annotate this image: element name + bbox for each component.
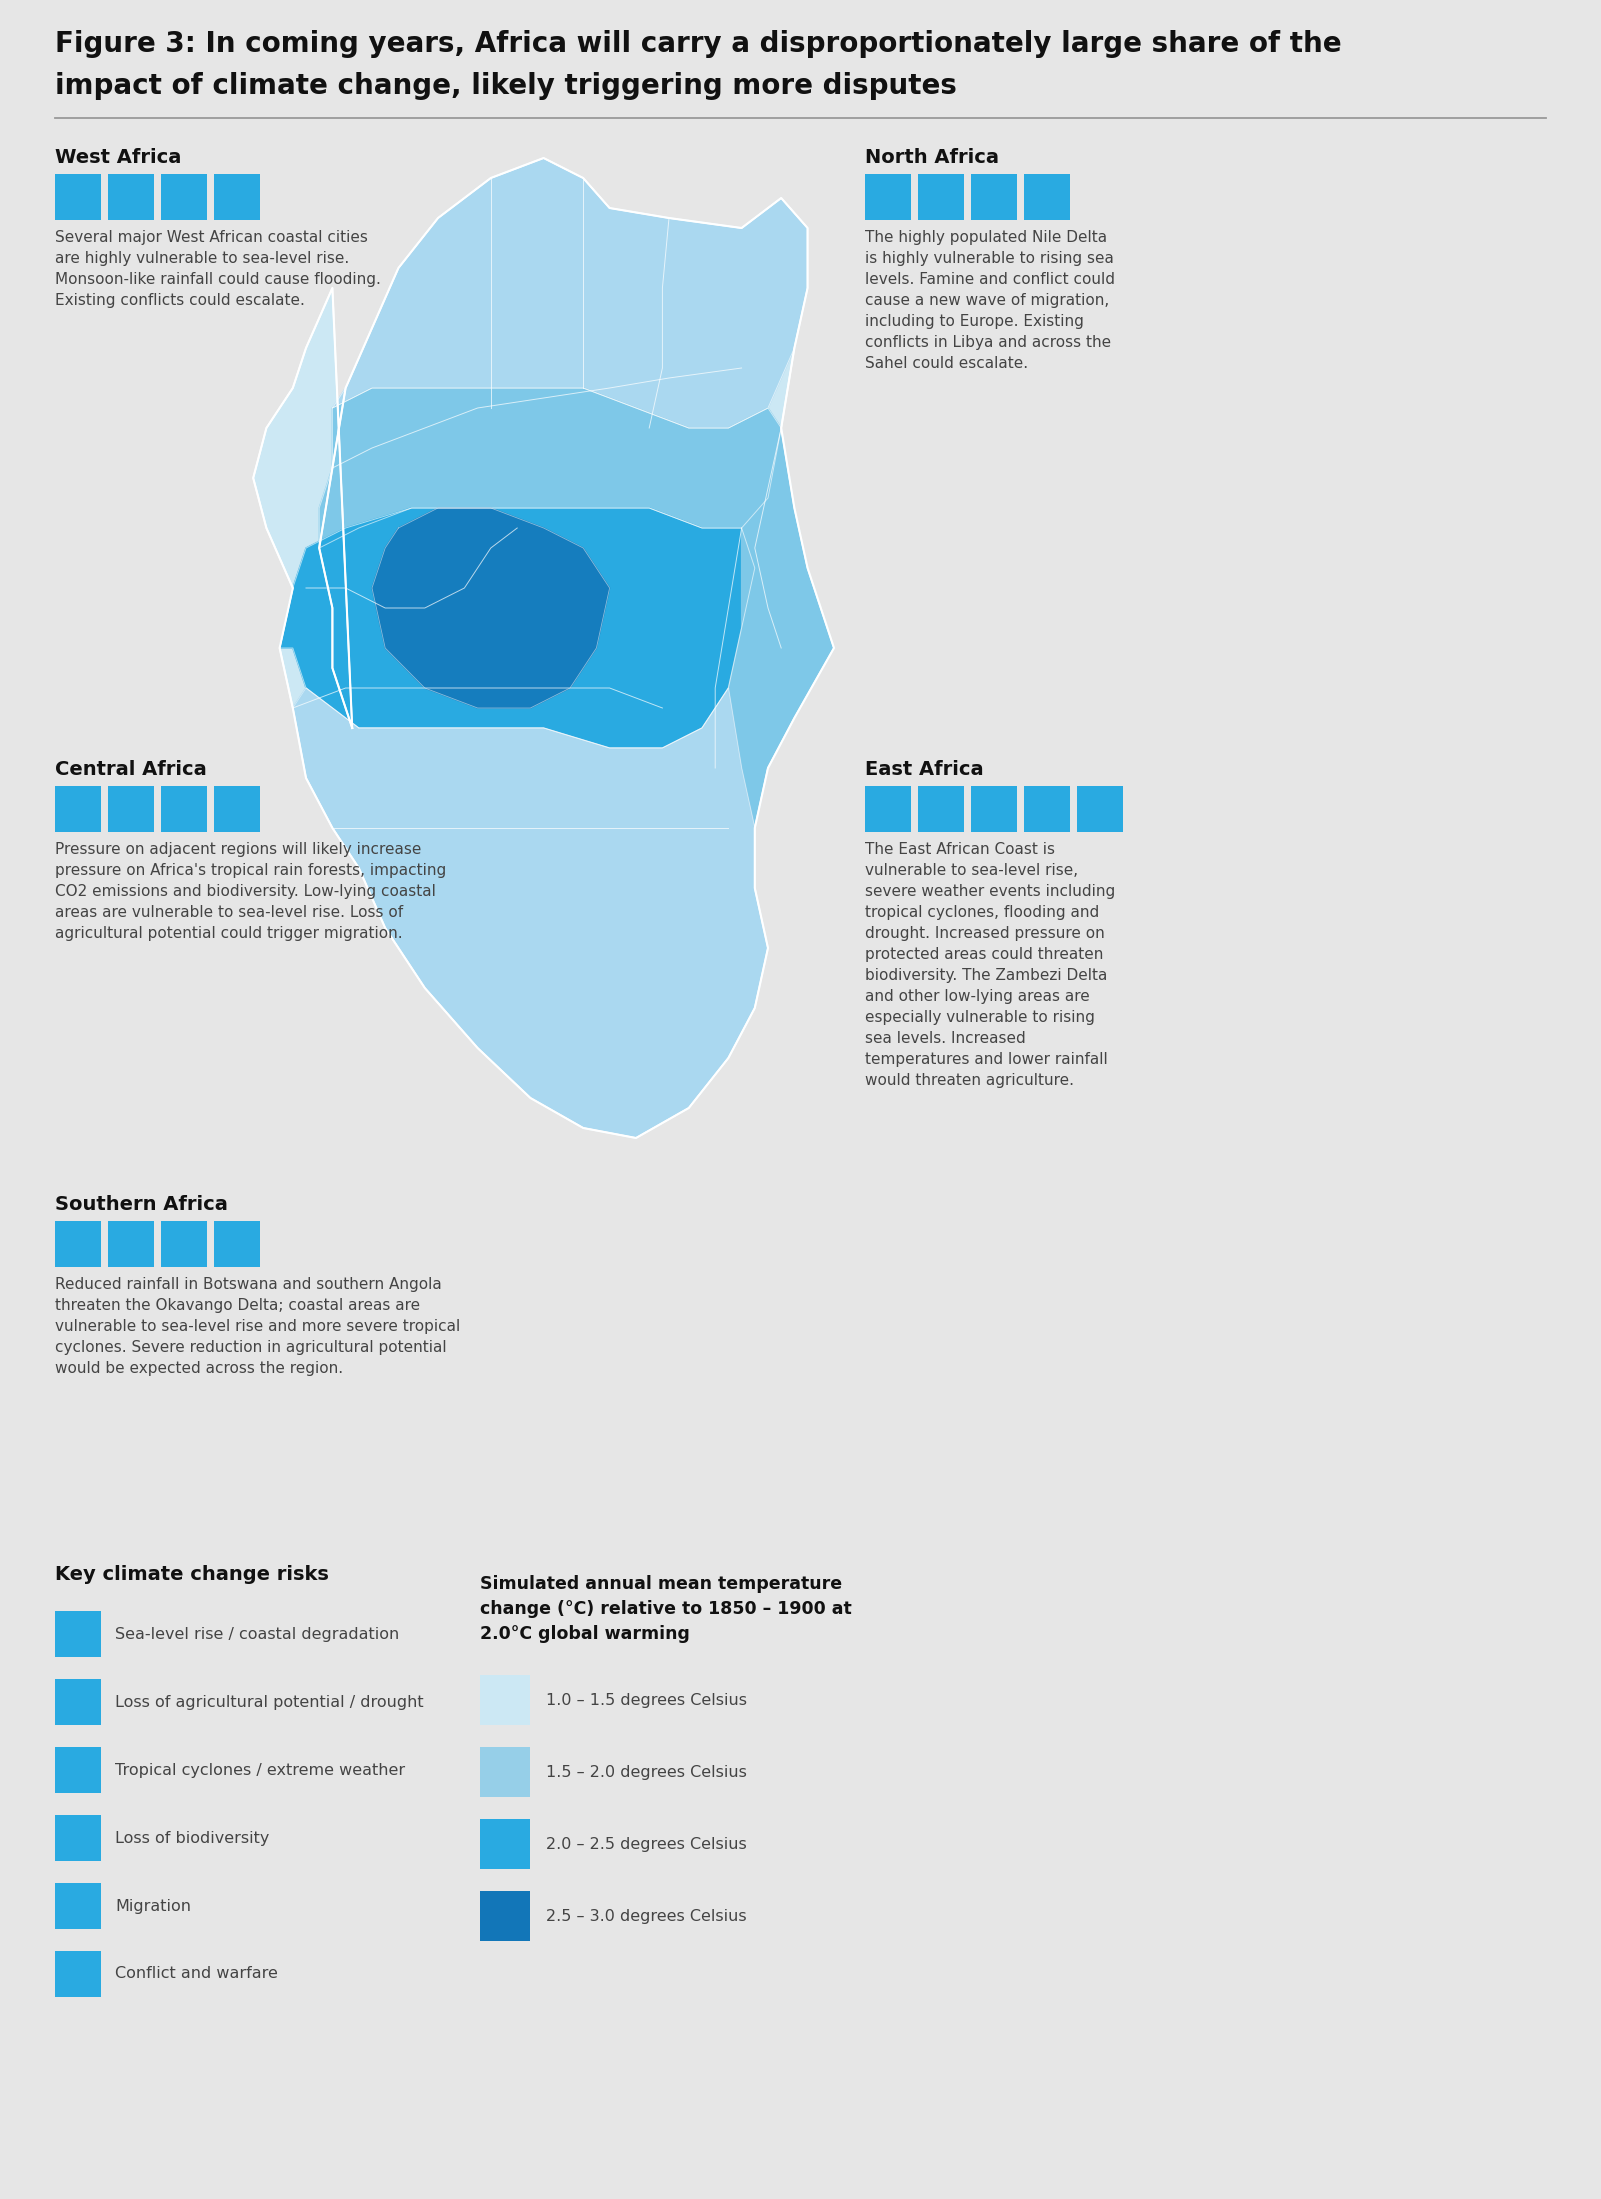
Polygon shape	[319, 387, 781, 548]
Bar	[970, 785, 1017, 831]
Bar	[54, 1612, 101, 1658]
Text: Reduced rainfall in Botswana and southern Angola
threaten the Okavango Delta; co: Reduced rainfall in Botswana and souther…	[54, 1278, 459, 1377]
Bar	[1025, 785, 1069, 831]
Text: 2.0 – 2.5 degrees Celsius: 2.0 – 2.5 degrees Celsius	[546, 1836, 746, 1852]
Text: North Africa: North Africa	[865, 147, 999, 167]
Text: Key climate change risks: Key climate change risks	[54, 1566, 328, 1583]
Bar	[162, 785, 207, 831]
Text: 2.5 – 3.0 degrees Celsius: 2.5 – 3.0 degrees Celsius	[546, 1909, 746, 1924]
Polygon shape	[333, 158, 807, 429]
Text: Pressure on adjacent regions will likely increase
pressure on Africa's tropical : Pressure on adjacent regions will likely…	[54, 842, 447, 941]
Text: Sea-level rise / coastal degradation: Sea-level rise / coastal degradation	[115, 1627, 399, 1640]
Text: Conflict and warfare: Conflict and warfare	[115, 1966, 279, 1981]
Bar	[480, 1746, 530, 1797]
Text: Central Africa: Central Africa	[54, 761, 207, 778]
Bar	[215, 785, 259, 831]
Bar	[917, 785, 964, 831]
Bar	[54, 1746, 101, 1792]
Bar	[865, 174, 911, 220]
Bar	[162, 1220, 207, 1267]
Bar	[162, 174, 207, 220]
Bar	[215, 174, 259, 220]
Text: 1.0 – 1.5 degrees Celsius: 1.0 – 1.5 degrees Celsius	[546, 1693, 748, 1706]
Bar	[54, 1951, 101, 1997]
Bar	[54, 1882, 101, 1929]
Text: Migration: Migration	[115, 1898, 191, 1913]
Polygon shape	[371, 508, 610, 708]
Text: East Africa: East Africa	[865, 761, 983, 778]
Bar	[54, 1680, 101, 1724]
Text: Tropical cyclones / extreme weather: Tropical cyclones / extreme weather	[115, 1764, 405, 1777]
Bar	[480, 1891, 530, 1942]
Text: Loss of biodiversity: Loss of biodiversity	[115, 1830, 269, 1845]
Bar	[917, 174, 964, 220]
Bar	[54, 174, 101, 220]
Bar	[480, 1676, 530, 1724]
Bar	[865, 785, 911, 831]
Polygon shape	[293, 688, 768, 1139]
Polygon shape	[728, 429, 834, 829]
Bar	[1025, 174, 1069, 220]
Text: West Africa: West Africa	[54, 147, 181, 167]
Bar	[1077, 785, 1122, 831]
Text: Figure 3: In coming years, Africa will carry a disproportionately large share of: Figure 3: In coming years, Africa will c…	[54, 31, 1342, 57]
Text: impact of climate change, likely triggering more disputes: impact of climate change, likely trigger…	[54, 73, 957, 99]
Bar	[107, 174, 154, 220]
Bar	[215, 1220, 259, 1267]
Text: Several major West African coastal cities
are highly vulnerable to sea-level ris: Several major West African coastal citie…	[54, 231, 381, 308]
Text: Southern Africa: Southern Africa	[54, 1194, 227, 1214]
Bar	[107, 1220, 154, 1267]
Bar	[54, 785, 101, 831]
Bar	[107, 785, 154, 831]
Bar	[54, 1220, 101, 1267]
Polygon shape	[280, 508, 754, 748]
Text: Simulated annual mean temperature
change (°C) relative to 1850 – 1900 at
2.0°C g: Simulated annual mean temperature change…	[480, 1574, 852, 1643]
Text: 1.5 – 2.0 degrees Celsius: 1.5 – 2.0 degrees Celsius	[546, 1764, 748, 1779]
Text: The highly populated Nile Delta
is highly vulnerable to rising sea
levels. Famin: The highly populated Nile Delta is highl…	[865, 231, 1114, 372]
Text: Loss of agricultural potential / drought: Loss of agricultural potential / drought	[115, 1695, 424, 1709]
Bar	[54, 1814, 101, 1860]
Polygon shape	[253, 158, 834, 1139]
Text: The East African Coast is
vulnerable to sea-level rise,
severe weather events in: The East African Coast is vulnerable to …	[865, 842, 1116, 1089]
Bar	[480, 1819, 530, 1869]
Bar	[970, 174, 1017, 220]
